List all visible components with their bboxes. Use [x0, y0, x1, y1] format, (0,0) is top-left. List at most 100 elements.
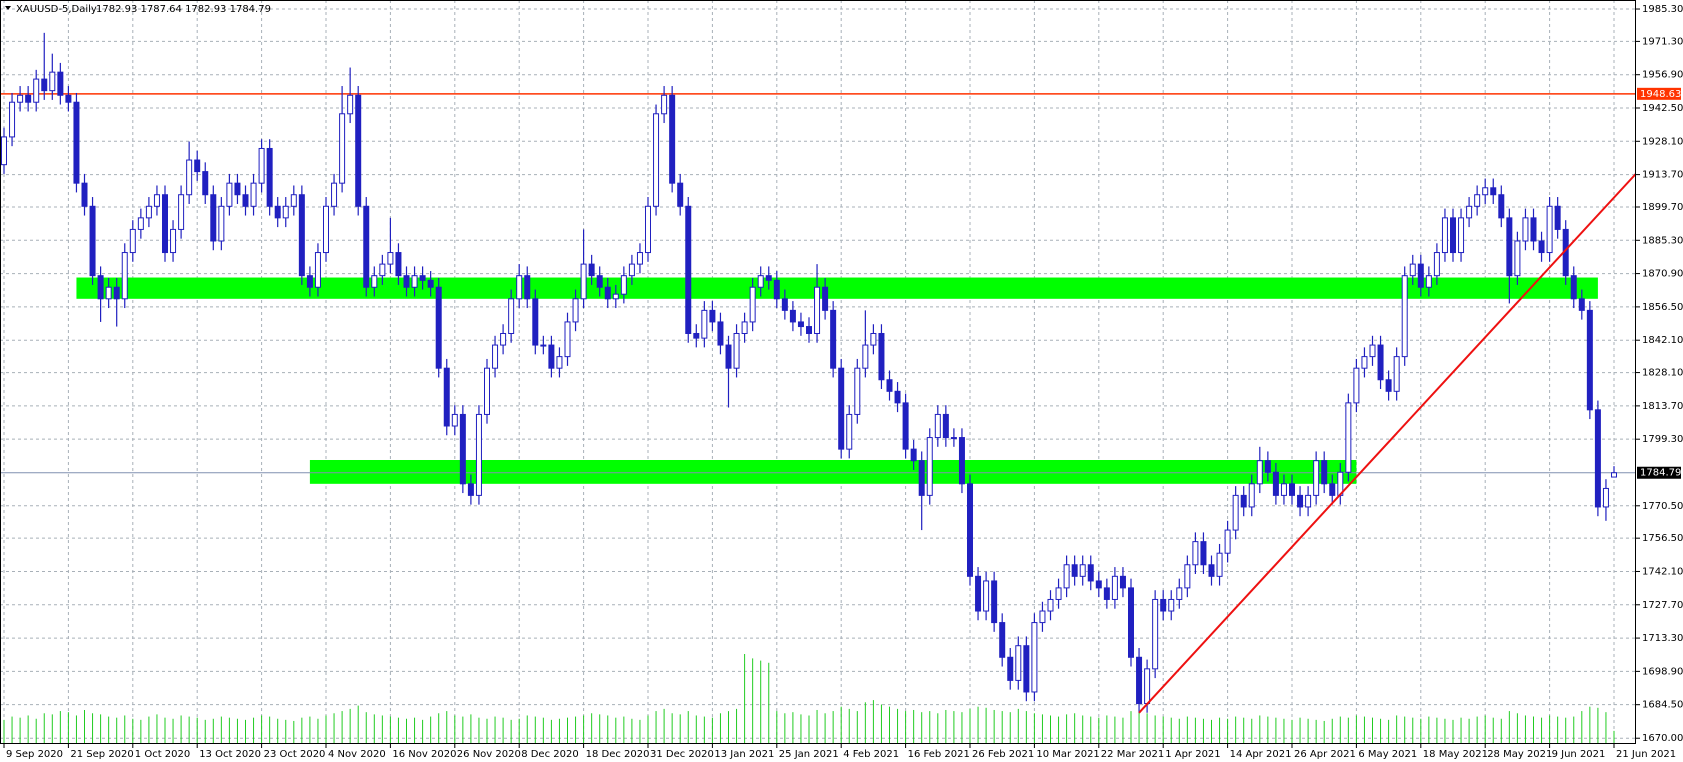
x-tick-label: 13 Oct 2020: [199, 749, 261, 760]
candle-body: [1023, 645, 1030, 693]
candle-body: [1514, 240, 1521, 277]
candle-body: [435, 286, 442, 369]
x-tick-label: 16 Feb 2021: [908, 749, 970, 760]
candle-body: [741, 321, 748, 334]
candle-body: [210, 194, 217, 242]
candle-body: [1111, 575, 1118, 600]
candle-body: [1152, 598, 1159, 670]
y-tick-label: 1770.50: [1642, 501, 1683, 512]
x-tick-label: 10 Mar 2021: [1036, 749, 1099, 760]
candle-body: [121, 252, 128, 300]
candle-body: [1128, 587, 1134, 658]
candle-body: [556, 356, 563, 369]
y-tick-label: 1698.90: [1642, 666, 1683, 677]
candle-body: [838, 367, 845, 450]
candle-body: [178, 194, 185, 230]
candle-body: [685, 205, 692, 334]
candle-body: [1594, 409, 1601, 508]
candle-body: [588, 263, 595, 277]
candle-body: [242, 194, 249, 207]
candle-body: [701, 309, 708, 339]
candle-body: [1192, 541, 1199, 566]
candle-body: [1289, 483, 1295, 496]
candle-body: [250, 182, 257, 207]
candle-body: [950, 437, 957, 440]
candle-body: [669, 94, 676, 184]
candle-body: [218, 205, 225, 242]
candle-body: [113, 286, 120, 300]
candle-body: [314, 252, 321, 288]
candle-body: [1208, 564, 1215, 577]
candle-body: [17, 94, 24, 103]
candle-body: [612, 293, 619, 300]
zones: [76, 277, 1598, 484]
candle-body: [765, 275, 772, 281]
candle-body: [1232, 494, 1239, 531]
candle-body: [797, 321, 804, 328]
candle-body: [1305, 494, 1312, 508]
candle-body: [709, 309, 716, 323]
price-tag-label: 1948.63: [1640, 89, 1681, 100]
candle-body: [1055, 587, 1062, 600]
candle-body: [1466, 205, 1473, 219]
candle-body: [1458, 217, 1465, 254]
candle-body: [983, 580, 990, 612]
candle-body: [331, 182, 338, 207]
candle-body: [347, 94, 354, 115]
trend: [1138, 172, 1636, 714]
candle-body: [492, 344, 499, 369]
candle-body: [886, 379, 893, 392]
candle-body: [1401, 275, 1408, 358]
candle-body: [1546, 205, 1553, 254]
candle-body: [1377, 344, 1384, 381]
candle-body: [323, 205, 329, 254]
y-tick-label: 1727.70: [1642, 600, 1683, 611]
candle-body: [89, 205, 96, 277]
candle-body: [1522, 217, 1529, 242]
candle-body: [725, 344, 732, 369]
candle-body: [1264, 460, 1271, 473]
candle-body: [9, 101, 16, 138]
candle-body: [862, 344, 869, 369]
candle-body: [266, 147, 273, 207]
y-tick-label: 1942.50: [1642, 103, 1683, 114]
candle-body: [1425, 275, 1432, 288]
candle-body: [661, 94, 668, 115]
x-tick-label: 18 May 2021: [1423, 749, 1488, 760]
x-tick-label: 21 Jun 2021: [1616, 749, 1676, 760]
candle-body: [596, 275, 603, 288]
candle-body: [999, 622, 1006, 658]
candle-body: [870, 332, 877, 346]
candle-body: [975, 575, 982, 612]
candle-body: [636, 252, 643, 265]
candle-body: [105, 286, 112, 300]
y-tick-label: 1842.10: [1642, 335, 1683, 346]
y-tick-label: 1828.10: [1642, 368, 1683, 379]
candle-body: [781, 298, 788, 311]
candle-body: [580, 263, 587, 300]
candle-body: [1007, 656, 1014, 681]
candle-body: [49, 71, 56, 92]
candle-body: [717, 321, 724, 346]
candle-body: [290, 194, 297, 207]
candle-body: [894, 390, 901, 404]
candle-body: [1119, 575, 1126, 589]
candle-body: [1433, 252, 1440, 277]
candle-body: [1490, 187, 1497, 196]
x-tick-label: 14 Apr 2021: [1230, 749, 1292, 760]
candle-body: [1297, 494, 1304, 508]
candle-body: [628, 263, 635, 277]
x-tick-label: 1 Oct 2020: [135, 749, 190, 760]
candle-body: [1353, 367, 1360, 404]
candle-body: [1313, 460, 1320, 496]
y-tick-label: 1742.10: [1642, 566, 1683, 577]
candle-body: [846, 413, 853, 450]
candle-body: [306, 275, 313, 288]
candle-body: [524, 275, 531, 300]
candle-body: [1393, 356, 1400, 392]
candle-body: [186, 159, 193, 196]
candle-body: [1554, 205, 1561, 230]
candle-body: [1160, 598, 1167, 612]
candle-body: [806, 326, 812, 334]
candle-body: [411, 275, 418, 288]
